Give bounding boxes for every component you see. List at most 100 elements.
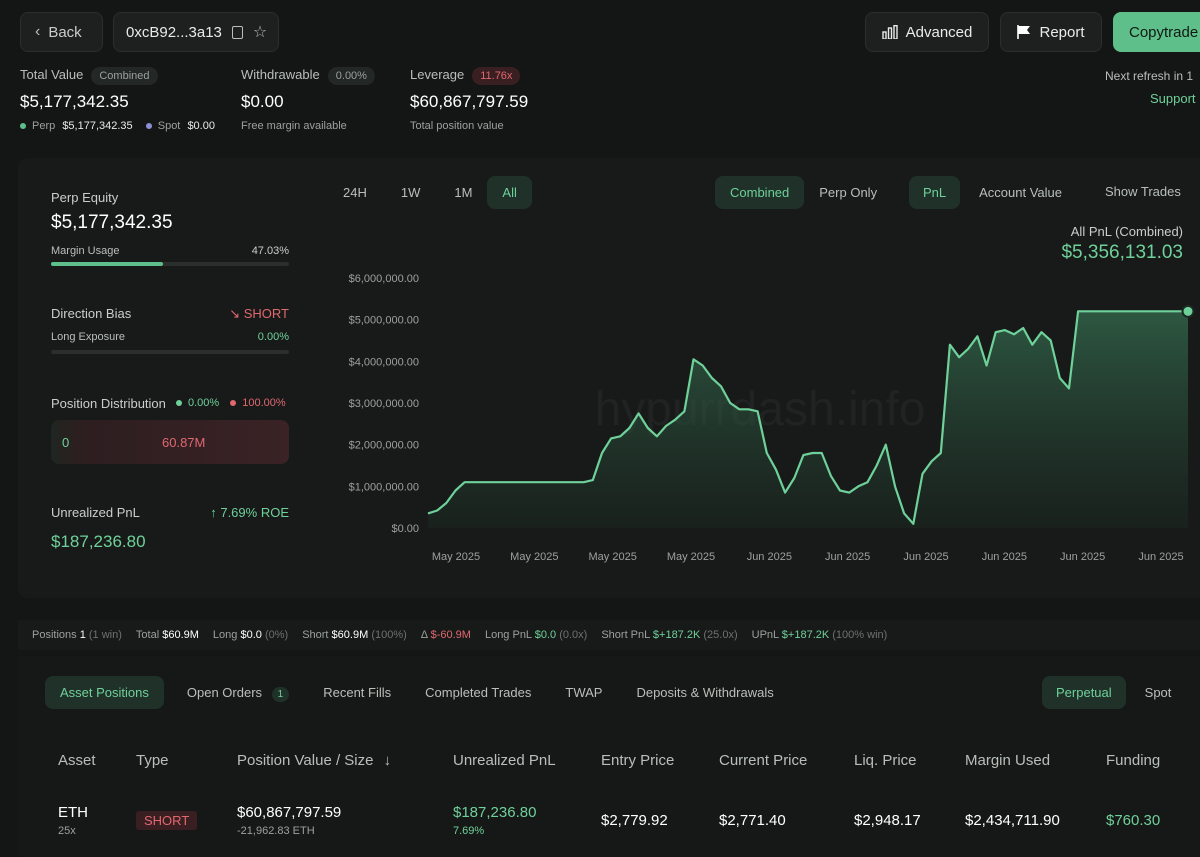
long-exposure-bar bbox=[51, 350, 289, 354]
bottom-tabs: Asset Positions Open Orders 1 Recent Fil… bbox=[45, 676, 787, 709]
metric-tabs: PnL Account Value bbox=[909, 176, 1075, 209]
margin-usage-value: 47.03% bbox=[251, 245, 289, 257]
tab-1w[interactable]: 1W bbox=[400, 185, 421, 200]
total-value-label: Total Value bbox=[20, 67, 84, 82]
row-asset: ETH bbox=[58, 804, 88, 821]
pnl-chart: hypurrdash.info $6,000,000.00$5,000,000.… bbox=[349, 273, 1195, 563]
dist-long-pct: 0.00% bbox=[188, 397, 220, 409]
tab-asset-positions[interactable]: Asset Positions bbox=[45, 676, 164, 709]
withdrawable-block: Withdrawable 0.00% $0.00 Free margin avai… bbox=[241, 66, 375, 132]
col-funding[interactable]: Funding bbox=[1106, 752, 1161, 769]
direction-bias-text: SHORT bbox=[243, 306, 289, 321]
row-position-size: -21,962.83 ETH bbox=[237, 825, 315, 837]
margin-usage-bar bbox=[51, 262, 289, 266]
tab-spot[interactable]: Spot bbox=[1144, 685, 1172, 700]
col-margin-used[interactable]: Margin Used bbox=[965, 752, 1051, 769]
col-position-value-label: Position Value / Size bbox=[237, 752, 374, 769]
leverage-value: $60,867,797.59 bbox=[410, 92, 529, 111]
perp-label: Perp bbox=[32, 120, 56, 132]
chart-summary-label: All PnL (Combined) bbox=[1070, 224, 1183, 239]
roe-text: 7.69% ROE bbox=[220, 505, 289, 520]
total-value-block: Total Value Combined $5,177,342.35 Perp $… bbox=[20, 66, 215, 132]
spot-label: Spot bbox=[157, 120, 181, 132]
row-leverage: 25x bbox=[58, 825, 76, 837]
tab-all[interactable]: All bbox=[487, 176, 532, 209]
mode-tabs: Combined Perp Only bbox=[715, 176, 890, 209]
y-tick-label: $3,000,000.00 bbox=[349, 398, 419, 410]
tab-recent-fills[interactable]: Recent Fills bbox=[323, 685, 392, 700]
advanced-label: Advanced bbox=[905, 23, 973, 41]
col-type[interactable]: Type bbox=[136, 752, 169, 769]
leverage-badge: 11.76x bbox=[472, 67, 521, 85]
leverage-label: Leverage bbox=[410, 67, 465, 82]
perp-dot bbox=[20, 123, 26, 130]
stat-total: Total $60.9M bbox=[135, 629, 199, 641]
leverage-sub: Total position value bbox=[410, 120, 504, 132]
arrow-up-icon: ↑ bbox=[210, 505, 217, 520]
dist-long-value: 0 bbox=[62, 435, 70, 450]
withdrawable-sub: Free margin available bbox=[241, 120, 347, 132]
unrealized-pnl-value: $187,236.80 bbox=[51, 532, 146, 551]
copytrade-button[interactable]: Copytrade bbox=[1113, 12, 1200, 52]
x-tick-label: May 2025 bbox=[589, 551, 637, 563]
stat-positions: Positions 1 (1 win) bbox=[32, 629, 122, 641]
col-liq-price[interactable]: Liq. Price bbox=[854, 752, 917, 769]
tab-account-value[interactable]: Account Value bbox=[979, 185, 1063, 200]
x-tick-label: May 2025 bbox=[667, 551, 715, 563]
direction-bias-value: ↘ SHORT bbox=[200, 306, 289, 322]
stat-delta: Δ $-60.9M bbox=[420, 629, 471, 641]
chevron-left-icon: ‹ bbox=[35, 23, 41, 40]
next-refresh-text: Next refresh in 1 bbox=[1105, 69, 1194, 83]
tab-perpetual[interactable]: Perpetual bbox=[1042, 676, 1126, 709]
stat-upnl: UPnL $+187.2K (100% win) bbox=[751, 629, 888, 641]
pnl-line bbox=[427, 310, 1188, 525]
market-type-tabs: Perpetual Spot bbox=[1042, 676, 1184, 709]
col-entry-price[interactable]: Entry Price bbox=[601, 752, 675, 769]
short-dot bbox=[230, 400, 237, 407]
back-button[interactable]: ‹ Back bbox=[20, 12, 103, 52]
copytrade-label: Copytrade bbox=[1129, 23, 1199, 41]
stat-long: Long $0.0 (0%) bbox=[212, 629, 289, 641]
report-button[interactable]: Report bbox=[1000, 12, 1102, 52]
pnl-end-point[interactable] bbox=[1181, 304, 1195, 318]
positions-stats-strip: Positions 1 (1 win) Total $60.9M Long $0… bbox=[18, 620, 1200, 650]
long-dot bbox=[176, 400, 182, 407]
tab-combined[interactable]: Combined bbox=[715, 176, 805, 209]
y-tick-label: $2,000,000.00 bbox=[349, 440, 419, 452]
col-current-price[interactable]: Current Price bbox=[719, 752, 808, 769]
perp-equity-label: Perp Equity bbox=[51, 190, 119, 205]
tab-deposits-withdrawals[interactable]: Deposits & Withdrawals bbox=[636, 685, 774, 700]
support-link[interactable]: Support bbox=[1150, 91, 1196, 106]
withdrawable-badge: 0.00% bbox=[327, 67, 375, 85]
long-exposure-label: Long Exposure bbox=[51, 331, 125, 343]
address-chip: 0xcB92...3a13 ☆ bbox=[113, 12, 279, 52]
x-tick-label: Jun 2025 bbox=[747, 551, 792, 563]
direction-bias-label: Direction Bias bbox=[51, 306, 132, 321]
col-asset[interactable]: Asset bbox=[58, 752, 96, 769]
tab-1m[interactable]: 1M bbox=[454, 185, 473, 200]
advanced-button[interactable]: Advanced bbox=[865, 12, 989, 52]
x-tick-label: Jun 2025 bbox=[825, 551, 870, 563]
pnl-area bbox=[428, 311, 1188, 528]
tab-open-orders[interactable]: Open Orders 1 bbox=[174, 677, 302, 708]
withdrawable-label: Withdrawable bbox=[241, 67, 320, 82]
tab-pnl[interactable]: PnL bbox=[909, 176, 961, 209]
star-icon[interactable]: ☆ bbox=[252, 24, 268, 41]
tab-twap[interactable]: TWAP bbox=[565, 685, 603, 700]
col-unrealized-pnl[interactable]: Unrealized PnL bbox=[453, 752, 556, 769]
trend-down-icon: ↘ bbox=[229, 306, 241, 321]
tab-perp-only[interactable]: Perp Only bbox=[819, 185, 878, 200]
tab-24h[interactable]: 24H bbox=[343, 185, 367, 200]
leverage-block: Leverage 11.76x $60,867,797.59 Total posi… bbox=[410, 66, 528, 132]
tab-completed-trades[interactable]: Completed Trades bbox=[425, 685, 532, 700]
position-distribution-label: Position Distribution bbox=[51, 396, 166, 411]
row-position-value: $60,867,797.59 bbox=[237, 804, 342, 821]
col-position-value[interactable]: Position Value / Size ↓ bbox=[237, 752, 391, 769]
open-orders-label: Open Orders bbox=[186, 685, 263, 700]
position-distribution-pcts: 0.00% 100.00% bbox=[176, 397, 286, 409]
copy-icon[interactable] bbox=[231, 25, 243, 39]
x-tick-label: Jun 2025 bbox=[1060, 551, 1105, 563]
x-tick-label: May 2025 bbox=[510, 551, 558, 563]
show-trades-toggle[interactable]: Show Trades bbox=[1092, 176, 1194, 207]
x-tick-label: Jun 2025 bbox=[903, 551, 948, 563]
